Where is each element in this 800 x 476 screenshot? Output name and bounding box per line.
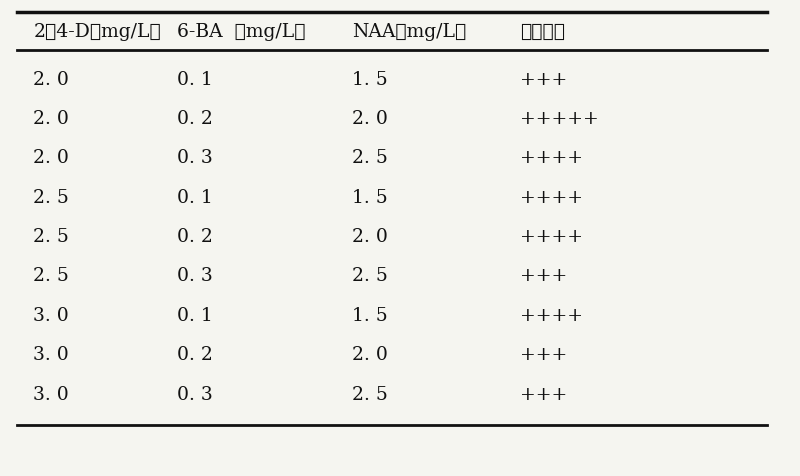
Text: 0. 2: 0. 2 xyxy=(177,110,213,128)
Text: 0. 3: 0. 3 xyxy=(177,267,213,285)
Text: 0. 2: 0. 2 xyxy=(177,346,213,363)
Text: 2. 5: 2. 5 xyxy=(352,149,388,167)
Text: 2. 0: 2. 0 xyxy=(34,110,69,128)
Text: 0. 2: 0. 2 xyxy=(177,228,213,246)
Text: ++++: ++++ xyxy=(519,228,582,246)
Text: 2. 0: 2. 0 xyxy=(352,346,388,363)
Text: +++++: +++++ xyxy=(519,110,598,128)
Text: +++: +++ xyxy=(519,267,567,285)
Text: NAA（mg/L）: NAA（mg/L） xyxy=(352,23,466,41)
Text: 1. 5: 1. 5 xyxy=(352,188,388,206)
Text: 1. 5: 1. 5 xyxy=(352,70,388,89)
Text: +++: +++ xyxy=(519,346,567,363)
Text: ++++: ++++ xyxy=(519,149,582,167)
Text: +++: +++ xyxy=(519,70,567,89)
Text: 增殖情况: 增殖情况 xyxy=(519,23,565,41)
Text: 3. 0: 3. 0 xyxy=(34,346,69,363)
Text: 0. 3: 0. 3 xyxy=(177,385,213,403)
Text: 2. 5: 2. 5 xyxy=(352,267,388,285)
Text: 2. 0: 2. 0 xyxy=(352,110,388,128)
Text: 0. 1: 0. 1 xyxy=(177,188,213,206)
Text: ++++: ++++ xyxy=(519,188,582,206)
Text: 3. 0: 3. 0 xyxy=(34,385,69,403)
Text: 2. 0: 2. 0 xyxy=(34,70,69,89)
Text: 3. 0: 3. 0 xyxy=(34,306,69,324)
Text: 2. 5: 2. 5 xyxy=(34,188,69,206)
Text: 2，4-D（mg/L）: 2，4-D（mg/L） xyxy=(34,23,161,41)
Text: 0. 1: 0. 1 xyxy=(177,306,213,324)
Text: 0. 3: 0. 3 xyxy=(177,149,213,167)
Text: 1. 5: 1. 5 xyxy=(352,306,388,324)
Text: 2. 0: 2. 0 xyxy=(34,149,69,167)
Text: 2. 0: 2. 0 xyxy=(352,228,388,246)
Text: 2. 5: 2. 5 xyxy=(352,385,388,403)
Text: 2. 5: 2. 5 xyxy=(34,228,69,246)
Text: 6-BA  （mg/L）: 6-BA （mg/L） xyxy=(177,23,306,41)
Text: 0. 1: 0. 1 xyxy=(177,70,213,89)
Text: +++: +++ xyxy=(519,385,567,403)
Text: 2. 5: 2. 5 xyxy=(34,267,69,285)
Text: ++++: ++++ xyxy=(519,306,582,324)
